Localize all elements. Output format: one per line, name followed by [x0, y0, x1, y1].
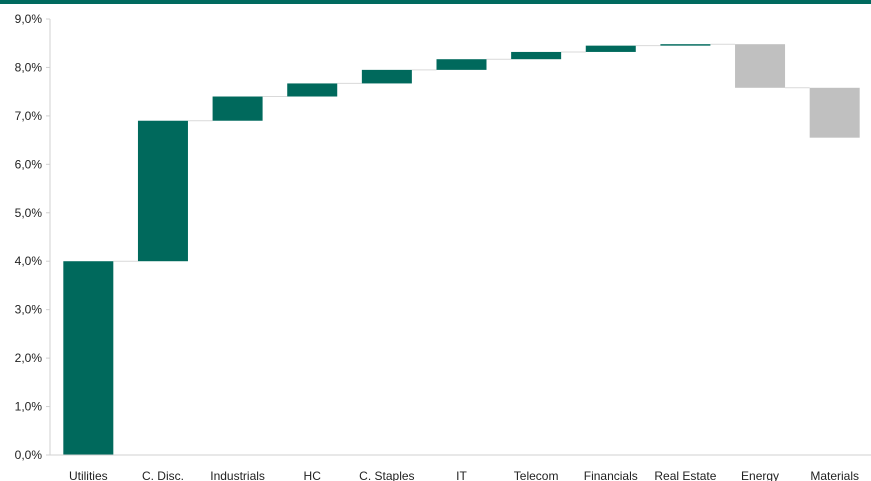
y-tick-label: 5,0%	[15, 206, 43, 220]
x-category-label: IT	[456, 469, 467, 481]
bar-materials	[809, 87, 860, 138]
y-tick-label: 4,0%	[15, 254, 43, 268]
x-category-label: Real Estate	[654, 469, 716, 481]
y-axis: 0,0% 1,0% 2,0% 3,0% 4,0% 5,0% 6,0% 7,0% 8,0% 9,0%	[15, 12, 51, 462]
top-accent-rule	[0, 0, 871, 4]
x-category-label: Industrials	[210, 469, 265, 481]
bar-utilities	[63, 261, 114, 455]
y-tick-label: 3,0%	[15, 303, 43, 317]
x-category-label: HC	[304, 469, 322, 481]
y-tick-label: 0,0%	[15, 448, 43, 462]
x-category-label: Financials	[584, 469, 638, 481]
x-category-label: C. Disc.	[142, 469, 184, 481]
x-category-label: Energy	[741, 469, 779, 481]
y-tick-label: 9,0%	[15, 12, 43, 26]
y-tick-label: 7,0%	[15, 109, 43, 123]
x-category-label: C. Staples	[359, 469, 414, 481]
connector-lines	[113, 43, 810, 262]
bar-hc	[287, 83, 338, 97]
bar-telecom	[511, 51, 562, 60]
y-tick-label: 6,0%	[15, 157, 43, 171]
x-category-label: Materials	[810, 469, 859, 481]
bar-financials	[585, 45, 636, 52]
x-category-label: Utilities	[69, 469, 108, 481]
bar-c-staples	[361, 69, 412, 84]
y-tick-label: 2,0%	[15, 351, 43, 365]
bar-industrials	[212, 96, 263, 121]
bar-energy	[735, 44, 786, 88]
x-category-label: Telecom	[514, 469, 559, 481]
y-tick-label: 8,0%	[15, 60, 43, 74]
bar-it	[436, 59, 487, 70]
x-axis: Utilities C. Disc. Industrials HC C. Staples…	[50, 454, 871, 481]
bar-real-estate	[660, 44, 711, 46]
bar-c-disc	[137, 120, 188, 262]
y-tick-label: 1,0%	[15, 400, 43, 414]
bars	[63, 44, 860, 455]
